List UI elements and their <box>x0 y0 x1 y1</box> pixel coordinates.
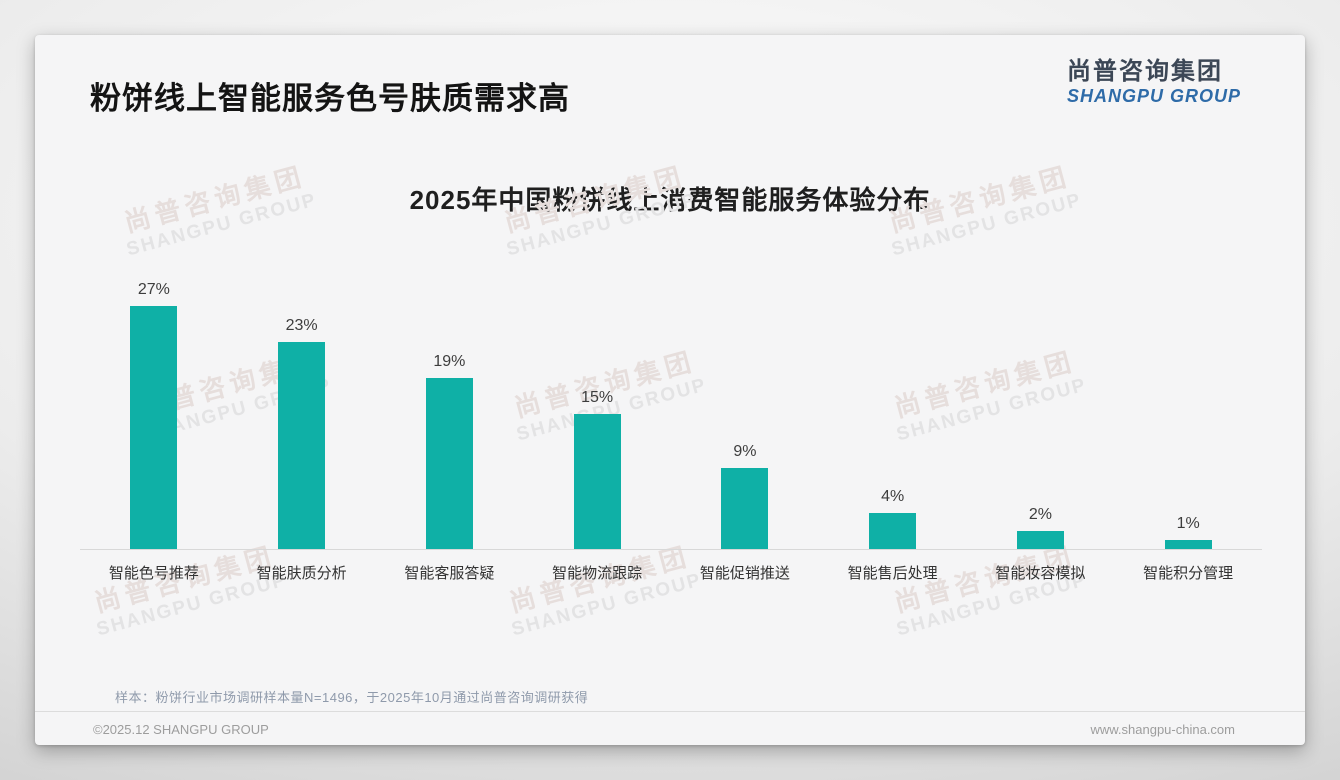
website-text: www.shangpu-china.com <box>1090 722 1235 737</box>
bar <box>869 513 917 549</box>
bar-value-label: 15% <box>581 389 614 406</box>
bar <box>1164 540 1212 549</box>
category-labels-row: 智能色号推荐 智能肤质分析 智能客服答疑 智能物流跟踪 智能促销推送 智能售后处理 智能妆容… <box>80 562 1262 583</box>
bar <box>130 306 178 549</box>
bar <box>278 342 326 549</box>
category-label: 智能积分管理 <box>1143 565 1234 582</box>
bar <box>425 378 473 549</box>
watermark: 尚普咨询集团 SHANGPU GROUP <box>502 541 705 642</box>
company-logo: 尚普咨询集团 SHANGPU GROUP <box>1066 58 1241 107</box>
slide-card: 粉饼线上智能服务色号肤质需求高 尚普咨询集团 SHANGPU GROUP 202… <box>35 35 1305 745</box>
category-label: 智能物流跟踪 <box>552 565 643 582</box>
category-label: 智能色号推荐 <box>108 565 199 582</box>
bar-slot: 2% <box>967 259 1115 549</box>
bar-value-label: 4% <box>881 488 905 505</box>
bar-value-label: 9% <box>733 443 757 460</box>
bar-slot: 19% <box>376 259 524 549</box>
bars-container: 27% 23% 19% 15% 9% 4% 2% 1% <box>80 259 1262 549</box>
logo-english-text: SHANGPU GROUP <box>1066 86 1241 107</box>
bar <box>721 468 769 549</box>
category-label: 智能肤质分析 <box>256 565 347 582</box>
bar-slot: 23% <box>228 259 376 549</box>
page-title: 粉饼线上智能服务色号肤质需求高 <box>90 81 570 116</box>
bar-chart: 27% 23% 19% 15% 9% 4% 2% 1% <box>80 259 1262 549</box>
category-label: 智能客服答疑 <box>404 565 495 582</box>
category-label: 智能妆容模拟 <box>995 565 1086 582</box>
sample-footnote: 样本：粉饼行业市场调研样本量N=1496，于2025年10月通过尚普咨询调研获得 <box>115 690 589 705</box>
bar-slot: 9% <box>671 259 819 549</box>
footer: ©2025.12 SHANGPU GROUP www.shangpu-china… <box>35 719 1305 745</box>
category-label: 智能售后处理 <box>847 565 938 582</box>
footer-divider <box>35 711 1305 712</box>
bar-slot: 27% <box>80 259 228 549</box>
copyright-text: ©2025.12 SHANGPU GROUP <box>93 722 269 737</box>
bar-value-label: 27% <box>137 281 170 298</box>
watermark: 尚普咨询集团 SHANGPU GROUP <box>87 541 290 642</box>
bar-value-label: 1% <box>1176 515 1200 532</box>
bar-slot: 1% <box>1114 259 1262 549</box>
watermark: 尚普咨询集团 SHANGPU GROUP <box>887 541 1090 642</box>
bar-value-label: 19% <box>433 353 466 370</box>
bar-slot: 4% <box>819 259 967 549</box>
x-axis-line <box>80 549 1262 550</box>
logo-chinese-text: 尚普咨询集团 <box>1066 58 1223 85</box>
bar <box>573 414 621 549</box>
chart-title: 2025年中国粉饼线上消费智能服务体验分布 <box>409 185 931 215</box>
bar-value-label: 2% <box>1028 506 1052 523</box>
bar-slot: 15% <box>523 259 671 549</box>
bar-value-label: 23% <box>285 317 318 334</box>
category-label: 智能促销推送 <box>699 565 790 582</box>
bar <box>1016 531 1064 549</box>
